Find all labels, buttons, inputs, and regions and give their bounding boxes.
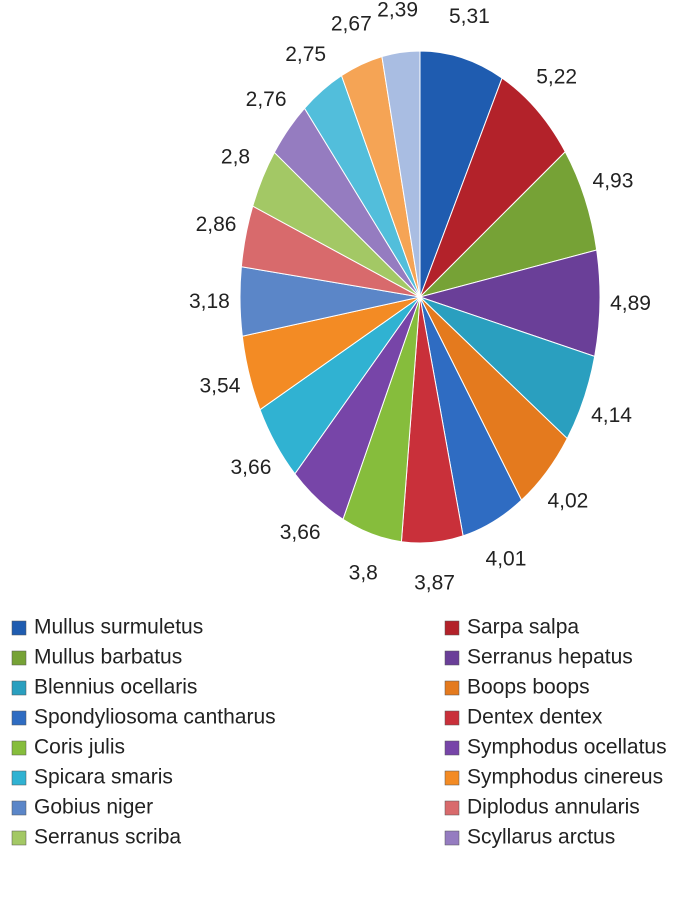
legend-label: Coris julis xyxy=(34,736,125,759)
value-label: 3,66 xyxy=(231,456,272,479)
legend-swatch xyxy=(11,770,27,786)
value-label: 3,87 xyxy=(414,572,455,595)
legend-swatch xyxy=(11,650,27,666)
value-label: 2,86 xyxy=(196,213,237,236)
legend-swatch xyxy=(11,680,27,696)
pie-slice xyxy=(418,249,601,358)
pie-slice xyxy=(418,150,598,298)
legend-label: Boops boops xyxy=(467,676,590,699)
value-label: 4,14 xyxy=(591,404,632,427)
value-label: 3,8 xyxy=(349,562,378,585)
legend-label: Blennius ocellaris xyxy=(34,676,197,699)
legend-label: Serranus scriba xyxy=(34,826,181,849)
value-label: 4,02 xyxy=(547,489,588,512)
legend-label: Scyllarus arctus xyxy=(467,826,615,849)
value-label: 3,54 xyxy=(200,375,241,398)
legend-swatch xyxy=(11,710,27,726)
legend-label: Dentex dentex xyxy=(467,706,603,729)
legend-label: Mullus surmuletus xyxy=(34,616,203,639)
legend-swatch xyxy=(444,740,460,756)
value-label: 4,93 xyxy=(593,169,634,192)
legend-label: Sarpa salpa xyxy=(467,616,579,639)
value-label: 2,75 xyxy=(285,43,326,66)
legend-label: Symphodus ocellatus xyxy=(467,736,667,759)
legend-label: Symphodus cinereus xyxy=(467,766,663,789)
value-label: 2,39 xyxy=(377,0,418,21)
legend-label: Serranus hepatus xyxy=(467,646,633,669)
legend-swatch xyxy=(11,740,27,756)
value-label: 2,76 xyxy=(246,88,287,111)
legend-swatch xyxy=(444,650,460,666)
legend-swatch xyxy=(444,800,460,816)
value-label: 5,22 xyxy=(536,66,577,89)
legend-label: Gobius niger xyxy=(34,796,153,819)
value-label: 3,66 xyxy=(280,521,321,544)
value-label: 2,67 xyxy=(331,12,372,35)
legend-label: Spondyliosoma cantharus xyxy=(34,706,276,729)
value-label: 4,89 xyxy=(610,292,651,315)
legend-swatch xyxy=(444,680,460,696)
value-label: 2,8 xyxy=(221,146,250,169)
pie-slice xyxy=(381,50,421,298)
legend-swatch xyxy=(444,830,460,846)
legend-swatch xyxy=(11,830,27,846)
value-label: 3,18 xyxy=(189,290,230,313)
legend-label: Spicara smaris xyxy=(34,766,173,789)
legend-swatch xyxy=(444,620,460,636)
pie-slice xyxy=(419,50,503,298)
legend-swatch xyxy=(11,620,27,636)
value-label: 4,01 xyxy=(486,547,527,570)
legend-swatch xyxy=(444,710,460,726)
legend-label: Diplodus annularis xyxy=(467,796,640,819)
value-label: 5,31 xyxy=(449,5,490,28)
pie-slice xyxy=(419,77,566,298)
legend-swatch xyxy=(444,770,460,786)
legend-swatch xyxy=(11,800,27,816)
legend-label: Mullus barbatus xyxy=(34,646,182,669)
